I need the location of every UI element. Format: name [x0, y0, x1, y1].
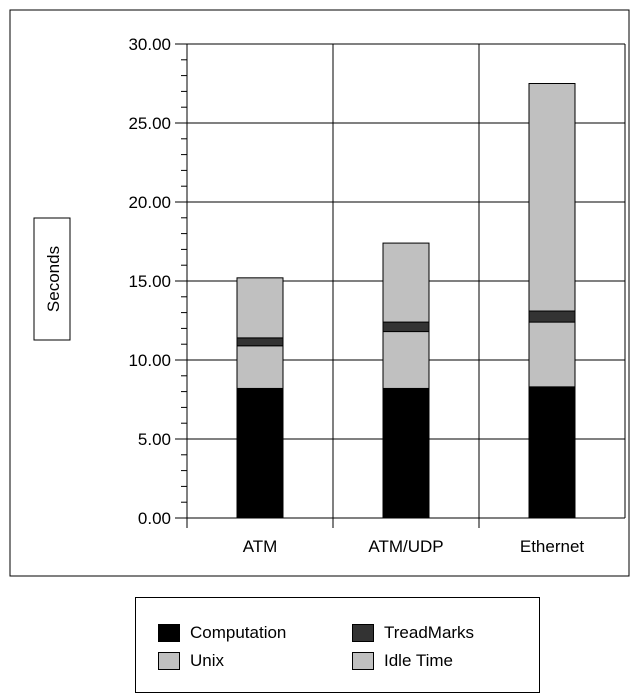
bar-segment	[382, 331, 430, 389]
legend-swatch-computation	[158, 624, 180, 642]
legend-item-treadmarks: TreadMarks	[352, 621, 474, 645]
legend: Computation TreadMarks Unix Idle Time	[135, 597, 540, 693]
bar-segment	[528, 386, 576, 519]
bar-segment	[236, 277, 284, 339]
bar-segment	[236, 337, 284, 347]
x-tick-label: ATM	[243, 537, 278, 556]
y-tick-labels: 0.00 5.00 10.00 15.00 20.00 25.00 30.00	[128, 35, 171, 528]
bars	[236, 83, 576, 519]
x-tick-label: Ethernet	[520, 537, 585, 556]
y-tick-label: 10.00	[128, 351, 171, 370]
legend-label-treadmarks: TreadMarks	[384, 623, 475, 642]
x-tick-labels: ATM ATM/UDP Ethernet	[243, 537, 585, 556]
y-tick-label: 5.00	[138, 430, 171, 449]
legend-label-computation: Computation	[190, 623, 287, 642]
y-tick-label: 25.00	[128, 114, 171, 133]
legend-label-unix: Unix	[190, 651, 225, 670]
bar-segment	[528, 310, 576, 323]
bar-segment	[382, 321, 430, 333]
chart-frame	[9, 9, 630, 577]
legend-item-computation: Computation	[158, 621, 286, 645]
bar-segment	[528, 83, 576, 312]
legend-swatch-unix	[158, 652, 180, 670]
legend-swatch-idle-time	[352, 652, 374, 670]
y-tick-label: 30.00	[128, 35, 171, 54]
y-tick-label: 0.00	[138, 509, 171, 528]
y-axis-label: Seconds	[44, 246, 63, 312]
x-tick-label: ATM/UDP	[368, 537, 443, 556]
bar-segment	[236, 387, 284, 519]
axes	[175, 43, 625, 528]
y-tick-label: 20.00	[128, 193, 171, 212]
minor-ticks	[181, 59, 187, 503]
legend-item-idle-time: Idle Time	[352, 649, 453, 673]
bar-segment	[528, 321, 576, 388]
y-axis-label-box	[33, 217, 71, 341]
legend-label-idle-time: Idle Time	[384, 651, 453, 670]
bar-segment	[382, 242, 430, 323]
legend-swatch-treadmarks	[352, 624, 374, 642]
y-tick-label: 15.00	[128, 272, 171, 291]
legend-item-unix: Unix	[158, 649, 224, 673]
bar-segment	[236, 345, 284, 389]
bar-segment	[382, 387, 430, 519]
